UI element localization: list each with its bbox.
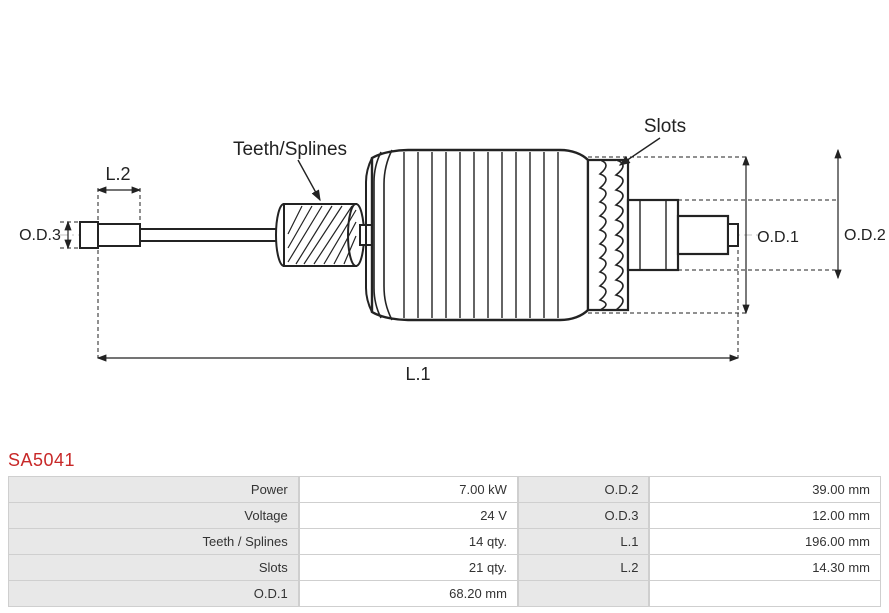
spec-value: 12.00 mm (649, 503, 881, 529)
table-row: Teeth / Splines 14 qty. L.1 196.00 mm (8, 529, 881, 555)
spec-value: 21 qty. (299, 555, 518, 581)
callout-slots: Slots (644, 116, 686, 137)
dim-od2-label: O.D.2 (844, 227, 886, 244)
part-number: SA5041 (8, 450, 75, 471)
table-row: O.D.1 68.20 mm (8, 581, 881, 607)
armature-diagram: L.1 L.2 O.D.3 O.D.1 O.D.2 Teeth/Splines … (0, 0, 889, 435)
spec-label: O.D.1 (8, 581, 299, 607)
spec-label: L.2 (518, 555, 650, 581)
dim-l1-label: L.1 (405, 364, 430, 384)
table-row: Power 7.00 kW O.D.2 39.00 mm (8, 476, 881, 503)
spec-label: Power (8, 476, 299, 503)
spec-label: Slots (8, 555, 299, 581)
spec-label: O.D.2 (518, 476, 650, 503)
spec-label: Teeth / Splines (8, 529, 299, 555)
callout-teeth-splines: Teeth/Splines (233, 139, 347, 160)
spec-label: L.1 (518, 529, 650, 555)
spec-value: 196.00 mm (649, 529, 881, 555)
spec-value: 24 V (299, 503, 518, 529)
spec-label: O.D.3 (518, 503, 650, 529)
spec-label: Voltage (8, 503, 299, 529)
spec-value: 7.00 kW (299, 476, 518, 503)
dim-od1-label: O.D.1 (757, 229, 799, 246)
spec-table: Power 7.00 kW O.D.2 39.00 mm Voltage 24 … (8, 476, 881, 607)
spec-value: 39.00 mm (649, 476, 881, 503)
spec-value: 14 qty. (299, 529, 518, 555)
spec-label (518, 581, 650, 607)
dim-l2-label: L.2 (105, 164, 130, 184)
spec-value: 68.20 mm (299, 581, 518, 607)
table-row: Slots 21 qty. L.2 14.30 mm (8, 555, 881, 581)
spec-value (649, 581, 881, 607)
table-row: Voltage 24 V O.D.3 12.00 mm (8, 503, 881, 529)
spec-value: 14.30 mm (649, 555, 881, 581)
dim-od3-label: O.D.3 (19, 227, 61, 244)
